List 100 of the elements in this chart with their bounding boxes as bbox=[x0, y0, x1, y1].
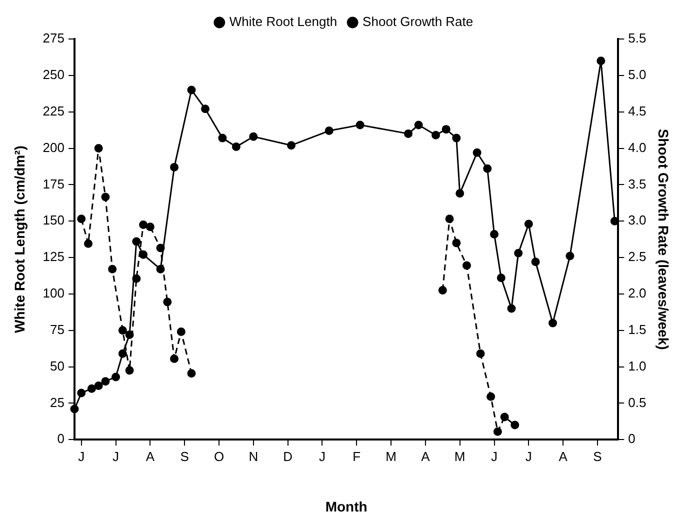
x-tick-label: J bbox=[78, 448, 85, 464]
y2-tick-label: 4.5 bbox=[628, 103, 646, 118]
y2-tick-label: 2.0 bbox=[628, 286, 646, 301]
point bbox=[125, 330, 134, 339]
point bbox=[476, 349, 485, 358]
point bbox=[87, 384, 96, 393]
y2-tick-label: 1.5 bbox=[628, 322, 646, 337]
point bbox=[249, 132, 258, 141]
y2-tick-label: 5.0 bbox=[628, 66, 646, 82]
point bbox=[524, 220, 533, 228]
point bbox=[452, 238, 461, 248]
y-tick-label: 275 bbox=[42, 30, 64, 46]
point bbox=[94, 144, 103, 153]
point bbox=[132, 237, 141, 246]
point bbox=[94, 381, 103, 390]
point bbox=[456, 189, 464, 198]
point bbox=[548, 318, 558, 328]
x-tick-label: J bbox=[112, 448, 120, 464]
point bbox=[531, 258, 540, 266]
y2-tick-label: 4.0 bbox=[628, 140, 646, 155]
point bbox=[510, 420, 520, 430]
y2-tick-label: 2.5 bbox=[628, 249, 646, 264]
point bbox=[452, 134, 461, 142]
point bbox=[101, 192, 110, 202]
point bbox=[125, 366, 134, 375]
point bbox=[118, 326, 127, 335]
point bbox=[112, 372, 120, 382]
x-tick-label: J bbox=[491, 448, 498, 464]
point bbox=[493, 427, 502, 436]
point bbox=[490, 230, 499, 238]
x-tick-label: S bbox=[180, 448, 190, 464]
point bbox=[84, 239, 93, 248]
point bbox=[404, 129, 412, 138]
point bbox=[187, 369, 196, 378]
x-tick-label: M bbox=[454, 448, 466, 464]
point bbox=[507, 304, 516, 313]
x-tick-label: J bbox=[525, 448, 532, 464]
y-tick-label: 50 bbox=[50, 358, 64, 374]
legend-label: White Root Length bbox=[229, 14, 338, 30]
point bbox=[438, 286, 447, 295]
point bbox=[108, 264, 117, 274]
point bbox=[77, 214, 86, 224]
x-tick-label: N bbox=[248, 448, 258, 464]
y-tick-label: 100 bbox=[42, 286, 64, 301]
point bbox=[442, 125, 450, 134]
y2-tick-label: 5.5 bbox=[628, 30, 646, 46]
x-tick-label: F bbox=[352, 448, 361, 464]
point bbox=[163, 298, 172, 306]
y-tick-label: 0 bbox=[57, 431, 64, 446]
point bbox=[496, 274, 506, 282]
x-tick-label: A bbox=[558, 448, 568, 464]
y2-tick-label: 1.0 bbox=[628, 358, 646, 374]
point bbox=[414, 120, 423, 130]
x-tick-label: A bbox=[146, 448, 155, 464]
point bbox=[200, 104, 210, 114]
x-tick-label: O bbox=[214, 448, 224, 464]
y-axis-title: White Root Length (cm/dm²) bbox=[11, 146, 28, 334]
point bbox=[356, 120, 364, 130]
point bbox=[156, 264, 165, 274]
y-tick-label: 250 bbox=[42, 66, 64, 82]
y-tick-label: 175 bbox=[42, 176, 64, 192]
point bbox=[101, 377, 110, 386]
point bbox=[218, 134, 227, 142]
point bbox=[176, 328, 186, 336]
point bbox=[486, 392, 496, 401]
y-tick-label: 75 bbox=[50, 322, 64, 337]
point bbox=[287, 141, 296, 150]
point bbox=[170, 354, 179, 363]
point bbox=[118, 349, 127, 358]
point bbox=[170, 162, 179, 172]
point bbox=[139, 250, 148, 259]
x-tick-label: A bbox=[421, 448, 430, 464]
x-tick-label: S bbox=[593, 448, 602, 464]
point bbox=[483, 164, 492, 173]
y2-tick-label: 0.5 bbox=[628, 394, 646, 410]
point bbox=[445, 214, 454, 224]
y2-tick-label: 0 bbox=[628, 431, 636, 446]
point bbox=[187, 86, 196, 94]
point bbox=[472, 148, 482, 157]
legend-label: Shoot Growth Rate bbox=[362, 14, 474, 30]
x-tick-label: M bbox=[386, 448, 396, 464]
y2-tick-label: 3.5 bbox=[628, 176, 646, 192]
y-tick-label: 25 bbox=[50, 394, 64, 410]
point bbox=[462, 261, 471, 270]
point bbox=[514, 248, 523, 258]
y-tick-label: 200 bbox=[42, 140, 64, 155]
point bbox=[432, 130, 440, 140]
point bbox=[324, 126, 334, 136]
point bbox=[596, 56, 606, 66]
point bbox=[146, 222, 154, 232]
point bbox=[566, 252, 574, 260]
y2-tick-label: 3.0 bbox=[628, 212, 646, 228]
point bbox=[139, 220, 148, 229]
point bbox=[500, 412, 509, 422]
y-tick-label: 125 bbox=[42, 249, 64, 264]
point bbox=[70, 404, 79, 414]
x-axis-title: Month bbox=[325, 498, 368, 514]
y2-axis-title: Shoot Growth Rate (leaves/week) bbox=[656, 128, 672, 350]
x-tick-label: J bbox=[318, 448, 326, 464]
y-tick-label: 225 bbox=[42, 103, 64, 118]
